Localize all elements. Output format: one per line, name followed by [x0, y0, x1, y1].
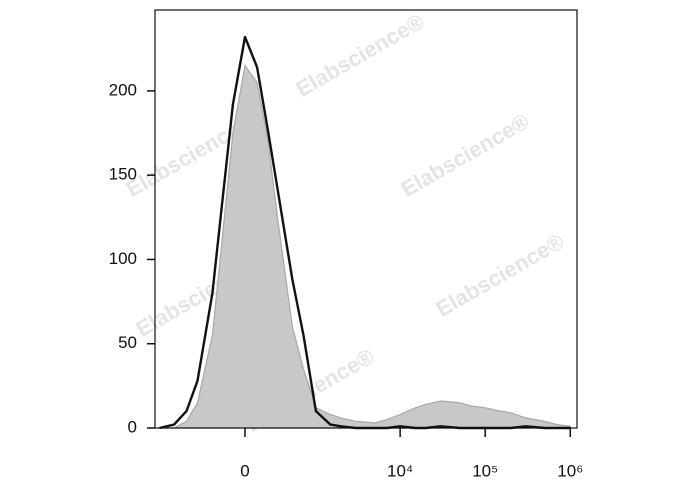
x-tick-label: 10⁴ — [387, 461, 413, 480]
y-tick-label: 150 — [109, 165, 137, 184]
y-tick-label: 0 — [128, 417, 137, 436]
x-tick-label: 10⁶ — [557, 461, 583, 480]
y-tick-label: 100 — [109, 249, 137, 268]
histogram-area — [159, 64, 571, 429]
plot-frame — [154, 9, 578, 429]
watermark: Elabscience® — [432, 229, 569, 322]
x-tick-label: 0 — [240, 461, 249, 480]
watermark: Elabscience® — [397, 109, 534, 202]
watermarks: Elabscience® Elabscience® Elabscience® E… — [122, 9, 569, 437]
x-tick-label: 10⁵ — [472, 461, 498, 480]
watermark: Elabscience® — [292, 9, 429, 102]
y-tick-label: 200 — [109, 80, 137, 99]
y-tick-label: 50 — [118, 333, 137, 352]
